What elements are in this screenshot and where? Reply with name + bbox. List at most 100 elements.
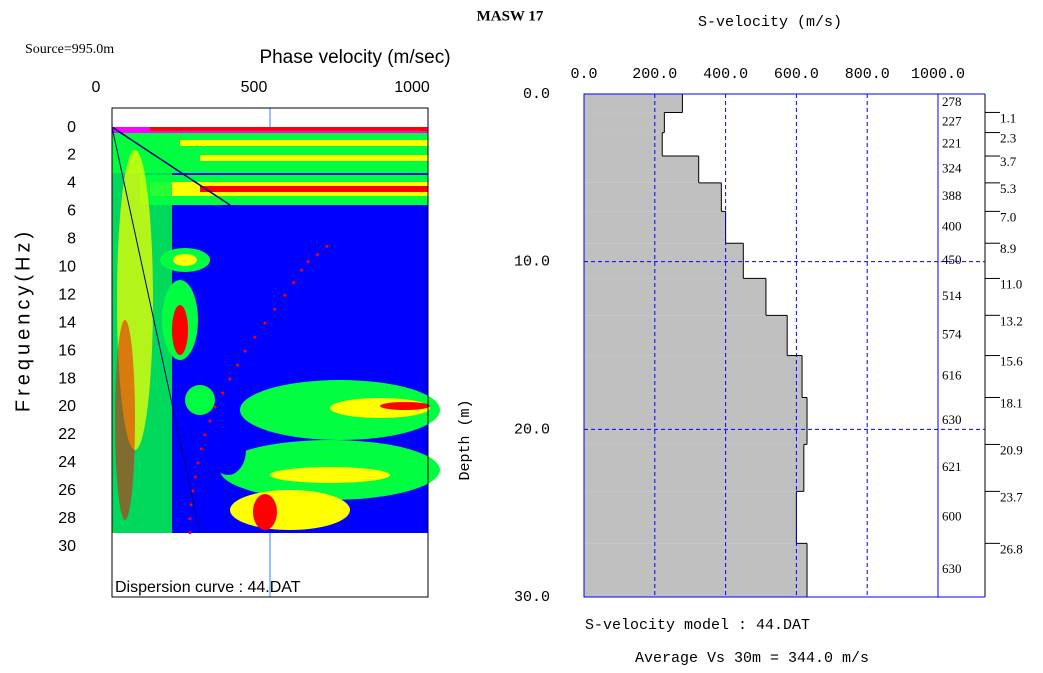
velocity-layer xyxy=(584,243,744,279)
dispersion-point xyxy=(228,377,232,381)
source-annotation: Source=995.0m xyxy=(25,42,114,57)
y-tick-label: 2 xyxy=(67,147,76,164)
layer-velocity-label: 630 xyxy=(942,561,962,576)
x-tick-label: 800.0 xyxy=(845,66,890,83)
velocity-layer xyxy=(584,112,665,133)
y-tick-label: 0 xyxy=(67,119,76,136)
x-tick-label: 200.0 xyxy=(632,66,677,83)
dispersion-point xyxy=(208,419,212,423)
y-tick-label: 20.0 xyxy=(514,421,550,438)
dispersion-point xyxy=(213,405,217,409)
caption: Dispersion curve : 44.DAT xyxy=(115,579,301,596)
y-tick-label: 26 xyxy=(58,482,76,499)
y-tick-label: 20 xyxy=(58,398,76,415)
x-axis-label: S-velocity (m/s) xyxy=(698,14,842,31)
velocity-layer xyxy=(584,182,722,212)
boundary-label: 20.9 xyxy=(1000,442,1023,457)
layer-velocity-label: 621 xyxy=(942,459,962,474)
velocity-layer xyxy=(584,543,808,597)
y-axis-label: Depth (m) xyxy=(457,399,474,480)
y-tick-label: 8 xyxy=(67,231,76,248)
velocity-layer xyxy=(584,315,788,356)
dispersion-point xyxy=(235,363,239,367)
x-axis-label: Phase velocity (m/sec) xyxy=(259,47,450,68)
x-tick-label: 1000 xyxy=(394,79,430,96)
y-tick-label: 0.0 xyxy=(523,86,550,103)
figure-title: MASW 17 xyxy=(477,8,544,24)
boundary-label: 26.8 xyxy=(1000,541,1023,556)
dispersion-point xyxy=(188,531,192,535)
dispersion-point xyxy=(315,253,319,257)
layer-velocity-label: 514 xyxy=(942,288,962,303)
x-tick-label: 0 xyxy=(92,79,101,96)
dispersion-point xyxy=(196,461,200,465)
y-tick-label: 30.0 xyxy=(514,589,550,606)
y-axis-label: Frequency(Hz) xyxy=(12,228,34,412)
y-tick-label: 24 xyxy=(58,454,76,471)
x-tick-label: 600.0 xyxy=(774,66,819,83)
x-tick-label: 400.0 xyxy=(703,66,748,83)
dispersion-point xyxy=(243,349,247,353)
x-tick-label: 0.0 xyxy=(570,66,597,83)
layer-velocity-label: 324 xyxy=(942,160,962,175)
dispersion-point xyxy=(325,244,329,248)
dispersion-point xyxy=(306,260,310,264)
dispersion-point xyxy=(221,391,225,395)
average-note: Average Vs 30m = 344.0 m/s xyxy=(635,650,869,667)
dispersion-image xyxy=(111,107,440,598)
velocity-layer xyxy=(584,278,766,316)
dispersion-point xyxy=(292,281,296,285)
velocity-layer xyxy=(584,94,683,113)
boundary-label: 23.7 xyxy=(1000,489,1023,504)
y-tick-label: 10.0 xyxy=(514,254,550,271)
boundary-label: 2.3 xyxy=(1000,131,1016,146)
dispersion-point xyxy=(253,335,257,339)
boundary-label: 5.3 xyxy=(1000,181,1016,196)
x-tick-label: 500 xyxy=(241,79,268,96)
plot-frame xyxy=(583,93,939,598)
layer-velocity-label: 227 xyxy=(942,113,962,128)
velocity-layer xyxy=(584,156,699,183)
layer-velocity-label: 616 xyxy=(942,368,962,383)
layer-velocity-label: 221 xyxy=(942,135,962,150)
y-tick-label: 18 xyxy=(58,370,76,387)
y-tick-label: 28 xyxy=(58,510,76,527)
layer-velocity-label: 600 xyxy=(942,508,962,523)
dispersion-point xyxy=(263,321,267,325)
y-tick-label: 6 xyxy=(67,203,76,220)
dispersion-point xyxy=(273,307,277,311)
dispersion-point xyxy=(193,475,197,479)
boundary-label: 15.6 xyxy=(1000,354,1023,369)
boundary-label: 11.0 xyxy=(1000,276,1022,291)
boundary-label: 18.1 xyxy=(1000,395,1023,410)
boundary-label: 1.1 xyxy=(1000,110,1016,125)
velocity-layer xyxy=(584,355,803,398)
layer-velocity-label: 630 xyxy=(942,412,962,427)
dispersion-point xyxy=(203,433,207,437)
layer-velocity-label: 388 xyxy=(942,188,962,203)
layer-velocity-label: 400 xyxy=(942,218,962,233)
dispersion-point xyxy=(189,503,193,507)
caption: S-velocity model : 44.DAT xyxy=(585,617,810,634)
boundary-label: 7.0 xyxy=(1000,209,1016,224)
y-tick-label: 14 xyxy=(58,314,76,331)
boundary-label: 8.9 xyxy=(1000,241,1016,256)
layer-velocity-label: 450 xyxy=(942,252,962,267)
y-tick-label: 10 xyxy=(58,258,76,275)
layer-velocity-label: 574 xyxy=(942,326,962,341)
layer-velocity-label: 278 xyxy=(942,94,962,109)
y-tick-label: 30 xyxy=(58,538,76,555)
dispersion-point xyxy=(300,268,304,272)
y-tick-label: 22 xyxy=(58,426,76,443)
y-tick-label: 12 xyxy=(58,286,76,303)
dispersion-point xyxy=(188,517,192,521)
velocity-layer xyxy=(584,132,663,157)
x-tick-label: 1000.0 xyxy=(911,66,965,83)
velocity-layer xyxy=(584,397,808,445)
dispersion-point xyxy=(283,293,287,297)
y-tick-label: 4 xyxy=(67,175,76,192)
boundary-label: 13.2 xyxy=(1000,313,1023,328)
velocity-layer xyxy=(584,491,797,544)
